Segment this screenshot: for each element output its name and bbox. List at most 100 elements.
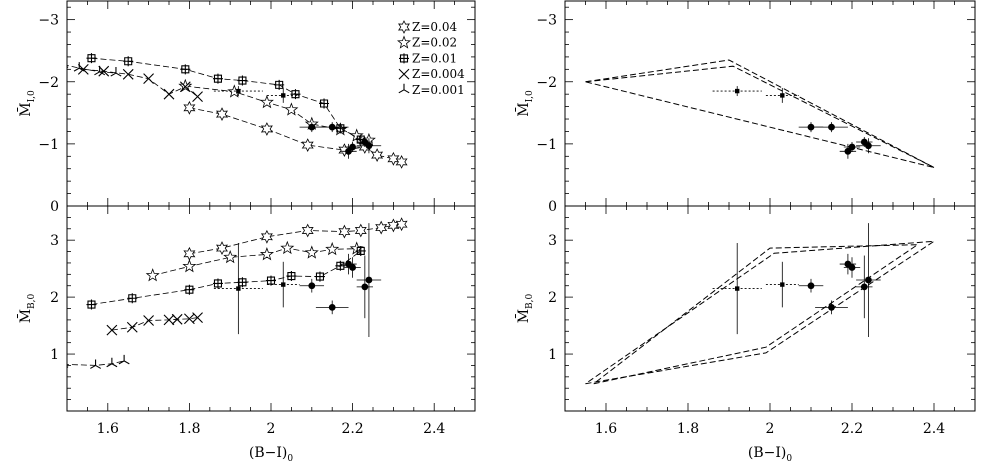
point-cross	[126, 321, 138, 333]
point-star5	[145, 268, 160, 282]
observation-point	[365, 276, 373, 284]
point-box	[237, 75, 248, 86]
point-cross	[179, 81, 191, 93]
x-axis-label: (B−I)0	[748, 445, 792, 462]
point-star6	[395, 217, 408, 232]
legend-marker-cross	[398, 68, 410, 80]
envelope-line	[585, 65, 935, 168]
point-tri	[73, 62, 85, 72]
observation-point	[865, 142, 872, 150]
observation-point	[865, 276, 872, 284]
legend-marker-star5	[397, 35, 411, 49]
observation-point	[281, 93, 286, 98]
point-tri	[94, 65, 106, 76]
point-tri	[110, 67, 122, 77]
legend-label: Z=0.004	[412, 67, 465, 81]
observation-point	[780, 93, 785, 98]
point-box	[286, 271, 297, 282]
point-box	[212, 278, 223, 289]
point-star6	[260, 122, 273, 136]
point-cross	[143, 73, 154, 85]
panel-top-left: 0−1−2−3M̄I,0Z=0.04Z=0.02Z=0.01Z=0.004Z=0…	[16, 0, 476, 215]
point-cross	[171, 313, 183, 325]
observation-point	[308, 123, 316, 131]
track-Z=0.001	[67, 64, 117, 74]
y-tick-label: 3	[548, 233, 557, 249]
point-star5	[325, 241, 340, 256]
x-axis-label: (B−I)0	[249, 445, 293, 462]
point-box	[123, 56, 134, 67]
y-tick-label: 1	[548, 347, 557, 363]
observation-point	[828, 123, 835, 131]
point-star5	[304, 245, 319, 259]
point-box	[335, 123, 346, 134]
y-tick-label: −3	[38, 13, 59, 29]
observation-point	[844, 147, 852, 155]
panel-bottom-left: 1 2 3 1.6 1.8 2 2.2 2.4 (B−I)0 M̄B,0	[16, 205, 476, 462]
point-cross	[163, 314, 175, 326]
axes-frame	[564, 0, 976, 207]
x-tick-label: 2	[267, 421, 276, 437]
x-tick-label: 2.2	[341, 421, 363, 437]
point-tri	[67, 66, 69, 68]
observation-point	[361, 283, 369, 291]
observation-point	[780, 282, 785, 287]
point-star6	[387, 151, 400, 166]
observation-point	[848, 143, 856, 151]
x-axis-label-sub: 0	[287, 454, 293, 462]
point-box	[86, 53, 97, 64]
point-star6	[301, 223, 314, 238]
y-tick-label: 3	[50, 233, 59, 249]
point-star5	[349, 128, 364, 142]
observation-point	[828, 303, 835, 311]
track-Z=0.004	[83, 68, 198, 98]
legend-label: Z=0.02	[412, 36, 457, 50]
point-box	[274, 79, 285, 90]
point-star5	[182, 259, 197, 273]
observation-point	[735, 286, 740, 291]
x-tick-label: 2.2	[841, 421, 863, 437]
x-tick-label: 2.4	[423, 421, 445, 437]
plot-area	[67, 217, 408, 369]
point-box	[314, 271, 325, 282]
observation-point	[328, 123, 336, 131]
point-star5	[280, 240, 295, 255]
observation-point	[349, 143, 356, 151]
point-star6	[183, 246, 196, 261]
point-box	[335, 260, 346, 271]
y-axis-label-sub: I,0	[525, 90, 535, 102]
legend-marker-tri	[398, 83, 410, 94]
legend-marker-star6	[398, 20, 410, 34]
envelope-line	[585, 59, 935, 168]
y-axis-label-sub: B,0	[27, 293, 37, 308]
legend-marker-box	[399, 53, 409, 64]
track-Z=0.001	[67, 360, 125, 366]
point-cross	[122, 68, 134, 80]
point-box	[237, 277, 248, 288]
observation-point	[860, 283, 868, 291]
point-star6	[375, 220, 388, 235]
point-box	[127, 293, 138, 304]
y-tick-label: 0	[50, 199, 59, 215]
point-star5	[259, 247, 274, 261]
y-tick-label: 2	[50, 290, 59, 306]
point-star6	[338, 224, 351, 239]
y-tick-label: 0	[548, 199, 557, 215]
x-tick-label: 1.8	[178, 421, 200, 437]
point-star6	[260, 229, 273, 244]
point-tri	[106, 357, 118, 368]
point-tri	[67, 366, 69, 368]
y-tick-label: −1	[38, 137, 59, 153]
observation-point	[236, 88, 241, 94]
plot-area	[67, 53, 408, 169]
panel-top-right: 0 −1 −2 −3 M̄I,0	[514, 0, 976, 215]
point-box	[319, 98, 330, 109]
observation-point	[365, 142, 373, 150]
axes-frame	[564, 205, 976, 412]
y-tick-label: 1	[50, 347, 59, 363]
y-axis-label: M̄B,0	[514, 293, 535, 323]
y-axis-label: M̄I,0	[514, 90, 535, 117]
point-star5	[178, 78, 193, 93]
panels-layer: 0−1−2−3M̄I,0Z=0.04Z=0.02Z=0.01Z=0.004Z=0…	[16, 0, 976, 462]
y-tick-label: −1	[536, 137, 557, 153]
